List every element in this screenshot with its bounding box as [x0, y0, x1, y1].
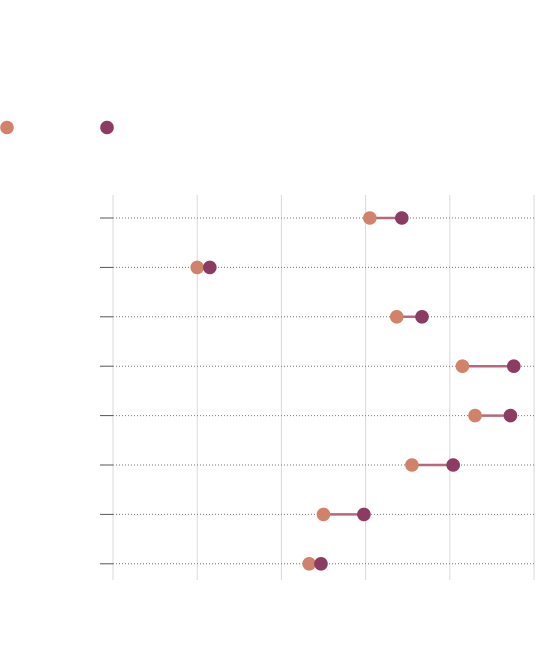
dumbbell-marks [190, 211, 521, 571]
point-series-1-row-1 [363, 211, 377, 225]
point-series-1-row-6 [405, 458, 419, 472]
point-series-2-row-5 [503, 408, 518, 423]
category-rows [100, 217, 534, 565]
point-series-2-row-7 [357, 507, 371, 522]
point-series-2-row-1 [395, 211, 409, 225]
point-series-2-row-4 [506, 359, 521, 374]
point-series-2-row-6 [446, 458, 460, 472]
point-series-2-row-8 [314, 557, 328, 571]
legend-swatch-1 [0, 120, 14, 135]
vertical-gridlines [112, 195, 535, 580]
point-series-1-row-3 [389, 310, 404, 324]
point-series-2-row-3 [415, 310, 429, 324]
point-series-1-row-2 [190, 260, 204, 275]
point-series-1-row-8 [302, 557, 316, 571]
legend [0, 120, 114, 135]
point-series-1-row-5 [468, 408, 482, 423]
legend-swatch-2 [100, 120, 114, 135]
point-series-1-row-7 [316, 507, 331, 522]
point-series-2-row-2 [203, 260, 217, 275]
point-series-1-row-4 [455, 359, 470, 374]
